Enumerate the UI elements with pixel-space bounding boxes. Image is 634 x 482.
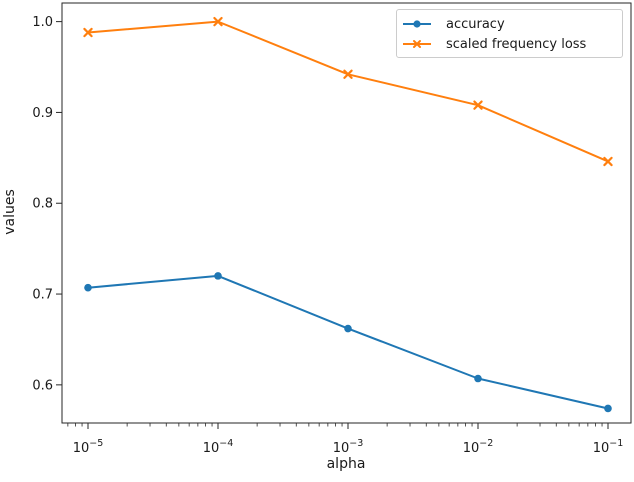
legend-circle-marker-sample	[403, 20, 431, 28]
data-point-marker	[343, 69, 353, 79]
data-point-marker	[473, 100, 483, 110]
data-point-marker	[83, 27, 93, 38]
data-point-marker	[604, 404, 612, 413]
legend-label: scaled frequency loss	[446, 36, 587, 52]
data-point-marker	[474, 374, 482, 383]
y-axis-label: values	[2, 189, 18, 235]
x-tick-label: 10−2	[463, 438, 494, 456]
y-tick-label: 0.9	[32, 106, 53, 121]
legend-label: accuracy	[446, 16, 505, 32]
legend: accuracy scaled frequency loss	[396, 9, 623, 58]
series-line-accuracy	[86, 274, 609, 410]
x-tick-label: 10−4	[203, 438, 234, 456]
legend-entry: accuracy	[402, 14, 616, 34]
x-tick-label: 10−1	[593, 438, 624, 456]
y-tick-label: 0.6	[32, 378, 53, 393]
legend-entry: scaled frequency loss	[402, 34, 616, 54]
y-tick-label: 0.7	[32, 288, 53, 303]
data-point-marker	[603, 156, 613, 167]
data-point-marker	[84, 283, 92, 292]
legend-x-marker-sample	[403, 40, 431, 48]
y-tick-label: 0.8	[32, 197, 53, 212]
y-tick-label: 1.0	[32, 15, 53, 30]
axes-frame	[61, 2, 632, 424]
x-tick-label: 10−3	[333, 438, 364, 456]
x-tick-label: 10−5	[73, 438, 104, 456]
data-point-marker	[214, 272, 222, 280]
x-axis-label: alpha	[326, 456, 366, 472]
data-point-marker	[344, 324, 352, 333]
data-point-marker	[213, 16, 223, 27]
